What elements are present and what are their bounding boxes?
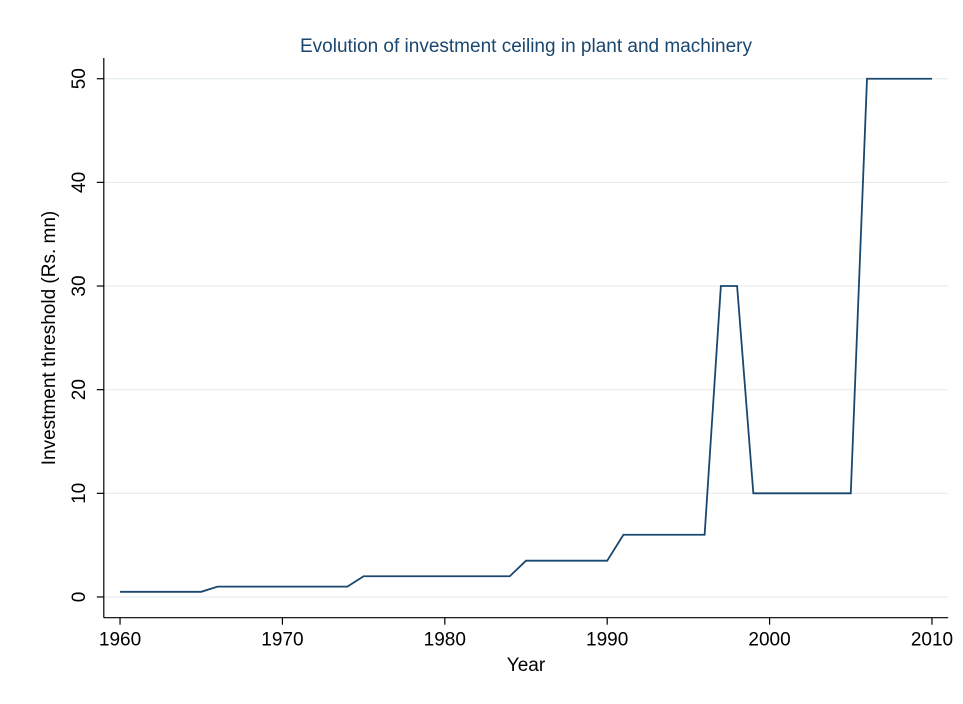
y-tick-label: 50 <box>69 68 90 89</box>
y-tick-label: 40 <box>69 172 90 193</box>
y-axis-label: Investment threshold (Rs. mn) <box>39 211 60 465</box>
y-tick-label: 20 <box>69 379 90 400</box>
x-tick-label: 1980 <box>424 630 466 651</box>
x-tick-label: 1960 <box>99 630 141 651</box>
y-tick-label: 30 <box>69 275 90 296</box>
x-tick-label: 2010 <box>911 630 953 651</box>
x-tick-label: 1990 <box>586 630 628 651</box>
x-tick-label: 2000 <box>748 630 790 651</box>
x-tick-label: 1970 <box>261 630 303 651</box>
data-line <box>120 77 932 593</box>
y-tick-label: 10 <box>69 483 90 504</box>
chart-title: Evolution of investment ceiling in plant… <box>300 36 753 57</box>
x-axis-label: Year <box>507 655 546 676</box>
y-tick-label: 0 <box>69 592 90 603</box>
